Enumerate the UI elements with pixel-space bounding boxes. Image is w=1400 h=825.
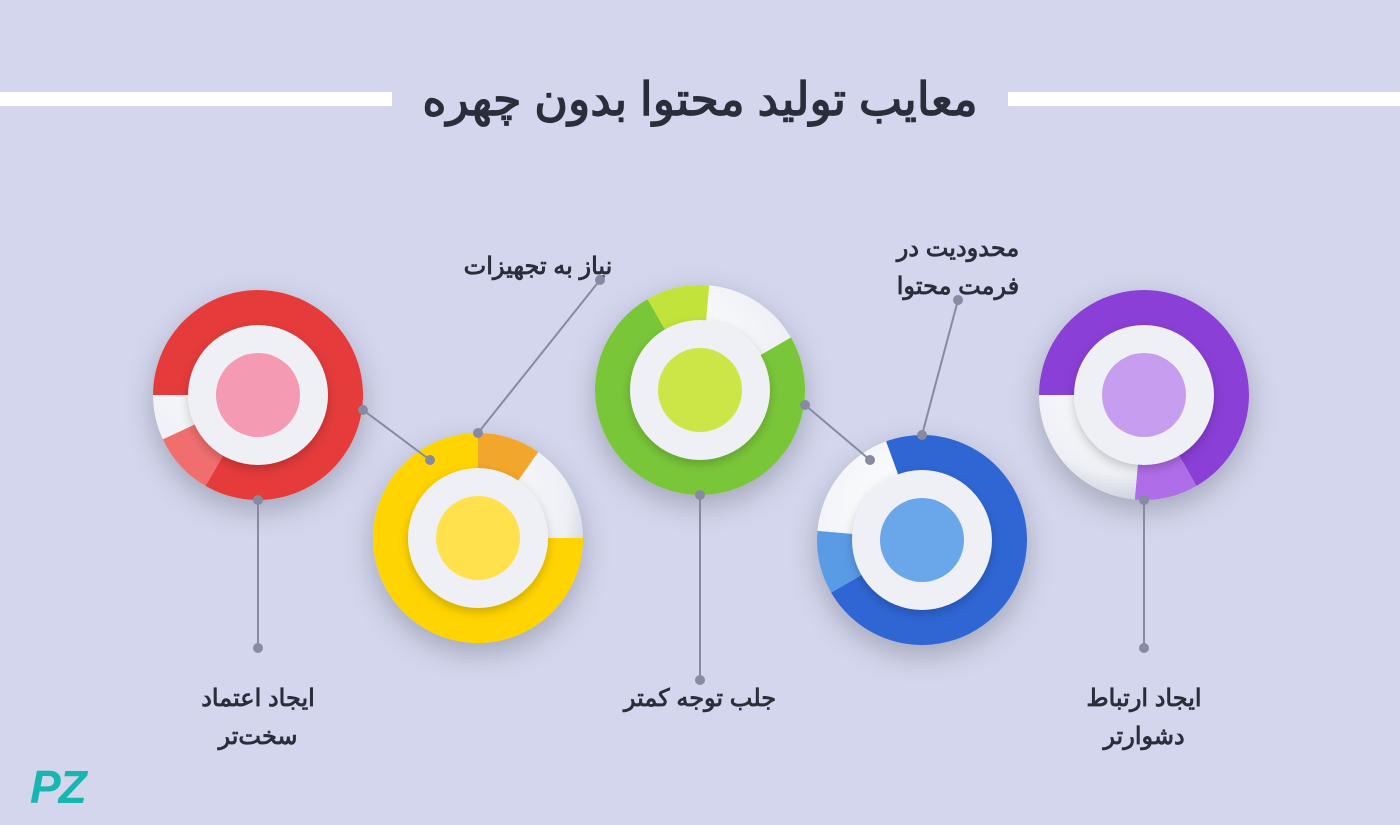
label-relation: ایجاد ارتباط دشوارتر: [994, 680, 1294, 757]
title-bar-right: [0, 92, 392, 106]
title-bar-left: [1008, 92, 1400, 106]
donut-equipment: [363, 423, 593, 653]
title-row: معایب تولید محتوا بدون چهره: [0, 72, 1400, 126]
connector-line: [1136, 492, 1152, 656]
connector-line: [250, 492, 266, 656]
brand-logo: PZ: [30, 760, 85, 814]
donut-format: [807, 425, 1037, 655]
donut-relation: [1029, 280, 1259, 510]
label-attention: جلب توجه کمتر: [550, 680, 850, 718]
donut-trust: [143, 280, 373, 510]
infographic-canvas: معایب تولید محتوا بدون چهره ایجاد اعتماد…: [0, 0, 1400, 825]
donut-attention: [585, 275, 815, 505]
connector-line: [914, 292, 966, 443]
page-title: معایب تولید محتوا بدون چهره: [422, 72, 977, 126]
label-trust: ایجاد اعتماد سخت‌تر: [108, 680, 408, 757]
connector-line: [692, 487, 708, 688]
